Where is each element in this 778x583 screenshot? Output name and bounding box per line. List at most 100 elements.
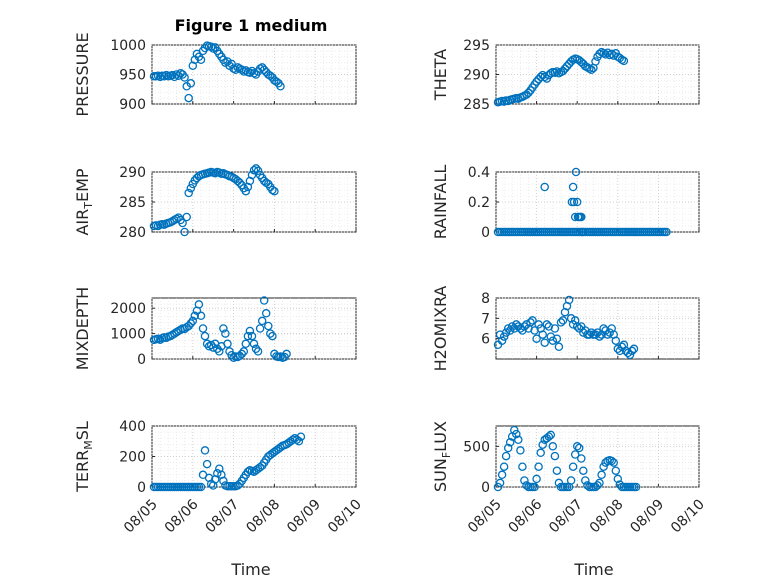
data-point — [605, 328, 614, 337]
data-point — [585, 330, 594, 339]
data-point — [516, 324, 525, 333]
data-point — [611, 336, 621, 345]
data-point — [546, 430, 556, 440]
data-point — [505, 326, 515, 335]
data-point — [223, 57, 232, 66]
data-point — [243, 467, 253, 477]
data-point — [239, 347, 249, 356]
data-point — [241, 339, 251, 349]
data-point — [536, 72, 545, 82]
data-point — [540, 338, 549, 347]
data-point — [587, 65, 596, 75]
data-point — [623, 348, 633, 358]
data-point — [570, 450, 580, 459]
data-point — [276, 82, 285, 91]
data-point — [550, 324, 560, 333]
data-point — [206, 42, 216, 52]
data-point — [574, 443, 584, 453]
x-axis-label-right: Time — [573, 560, 613, 579]
data-point — [520, 476, 529, 485]
subplot-rainfall: 0 0.2 0.4 RAINFALL — [431, 165, 700, 241]
data-point — [497, 336, 507, 345]
data-point — [599, 462, 608, 471]
subplot-pressure: 900 950 1000 PRESSURE — [73, 32, 357, 117]
data-point — [510, 425, 519, 435]
data-point — [526, 318, 535, 327]
data-point — [501, 328, 511, 337]
y-tick-label: 900 — [119, 97, 146, 113]
data-point — [554, 342, 564, 352]
data-point — [282, 349, 291, 359]
data-point — [245, 326, 255, 336]
data-point — [202, 339, 212, 349]
data-point — [221, 329, 230, 338]
y-tick-label: 1000 — [110, 38, 146, 54]
data-point — [247, 170, 257, 180]
data-point — [514, 435, 523, 445]
data-point — [534, 462, 543, 471]
subplot-mixdepth: 0 1000 2000 MIXDEPTH — [73, 287, 357, 370]
x-tick-label: 08/10 — [668, 497, 708, 537]
data-point — [601, 50, 610, 59]
data-point — [180, 227, 189, 237]
data-point — [196, 311, 206, 321]
data-point — [572, 442, 582, 451]
data-point — [200, 43, 210, 53]
data-point — [194, 300, 204, 309]
data-point — [595, 478, 604, 488]
y-tick-label: 0 — [481, 480, 490, 496]
x-axis-label-left: Time — [230, 560, 270, 579]
x-tick-label: 08/05 — [465, 497, 505, 537]
data-point — [186, 79, 196, 88]
data-point — [270, 186, 279, 196]
data-point — [548, 336, 558, 345]
data-point — [268, 331, 277, 341]
data-point — [528, 316, 537, 325]
y-tick-label: 290 — [463, 68, 490, 84]
data-point — [186, 183, 196, 193]
data-point — [518, 462, 527, 471]
data-point — [257, 316, 267, 326]
y-tick-label: 8 — [481, 291, 490, 307]
data-point — [615, 346, 625, 356]
data-point — [505, 438, 515, 447]
data-point — [294, 437, 304, 446]
y-tick-label: 1000 — [110, 327, 146, 343]
data-point — [579, 466, 588, 475]
data-point — [538, 330, 547, 339]
y-axis-label: PRESSURE — [73, 32, 92, 116]
x-tick-label: 08/06 — [506, 496, 546, 536]
x-tick-label: 08/08 — [587, 497, 627, 537]
data-point — [499, 462, 509, 471]
y-axis-label: RAINFALL — [431, 165, 450, 240]
y-tick-label: 6 — [481, 332, 490, 348]
data-point — [503, 324, 513, 333]
data-point — [629, 344, 639, 354]
data-point — [593, 328, 602, 337]
data-point — [202, 459, 212, 469]
y-axis-label: H2OMIXRA — [431, 286, 450, 372]
data-point — [516, 446, 525, 455]
y-axis-label: SUNFLUX — [431, 421, 453, 492]
data-point — [571, 167, 581, 177]
data-point — [247, 331, 257, 341]
data-point — [595, 332, 604, 341]
data-point — [540, 182, 549, 192]
data-point — [253, 347, 263, 356]
data-point — [550, 451, 560, 461]
data-point — [251, 344, 261, 354]
data-point — [237, 349, 247, 359]
data-point — [534, 320, 543, 329]
data-point — [570, 212, 580, 222]
y-axis-label: AIRTEMP — [73, 168, 95, 235]
y-tick-label: 200 — [119, 450, 146, 466]
data-point — [512, 429, 521, 439]
data-point — [566, 476, 576, 485]
data-point — [231, 65, 240, 75]
data-point — [593, 481, 602, 490]
data-point — [522, 320, 531, 329]
data-point — [495, 478, 505, 488]
data-point — [591, 57, 600, 66]
x-tick-label: 08/05 — [121, 497, 161, 537]
data-point — [625, 350, 635, 360]
